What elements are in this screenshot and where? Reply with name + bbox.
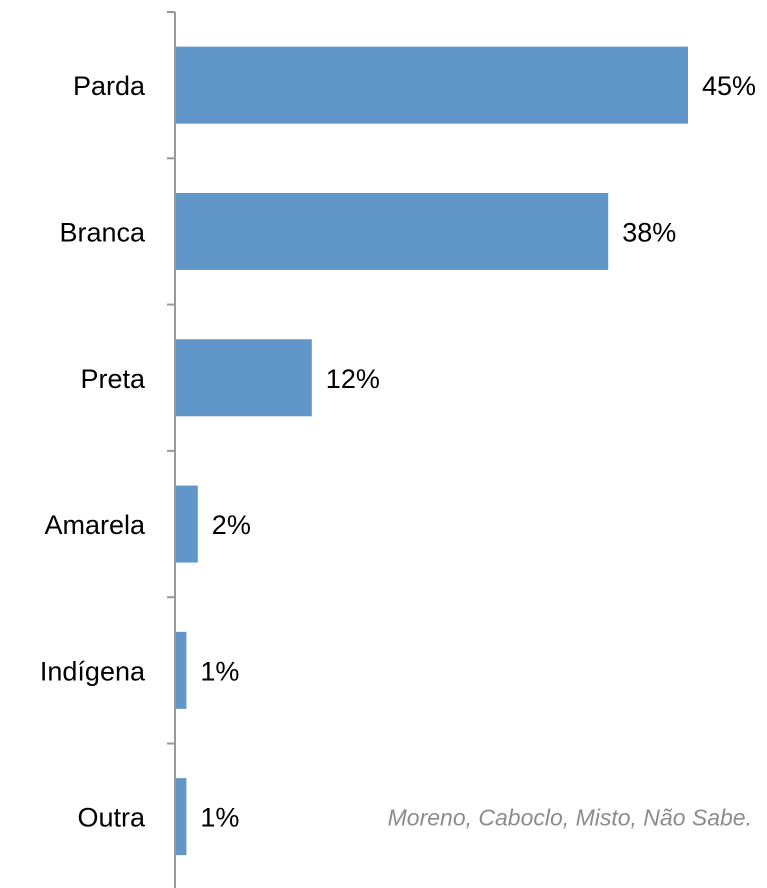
bar-1 (175, 192, 609, 270)
category-label-3: Amarela (44, 510, 146, 540)
value-label-0: 45% (702, 71, 756, 101)
chart-annotation: Moreno, Caboclo, Misto, Não Sabe. (388, 805, 752, 831)
category-labels: Parda Branca Preta Amarela Indígena Outra (40, 71, 146, 833)
category-label-1: Branca (59, 217, 146, 247)
bar-0 (175, 46, 688, 124)
axis-ticks (167, 11, 175, 745)
category-label-5: Outra (77, 803, 146, 833)
bar-4 (175, 631, 187, 709)
value-label-5: 1% (200, 803, 239, 833)
value-label-2: 12% (326, 364, 380, 394)
bar-2 (175, 339, 312, 417)
category-label-2: Preta (80, 364, 146, 394)
category-label-0: Parda (73, 71, 146, 101)
value-labels: 45% 38% 12% 2% 1% 1% (200, 71, 756, 833)
value-label-1: 38% (622, 217, 676, 247)
value-label-3: 2% (212, 510, 251, 540)
bars-group (175, 46, 688, 856)
bar-5 (175, 778, 187, 856)
bar-3 (175, 485, 198, 563)
value-label-4: 1% (200, 656, 239, 686)
category-label-4: Indígena (40, 656, 146, 686)
